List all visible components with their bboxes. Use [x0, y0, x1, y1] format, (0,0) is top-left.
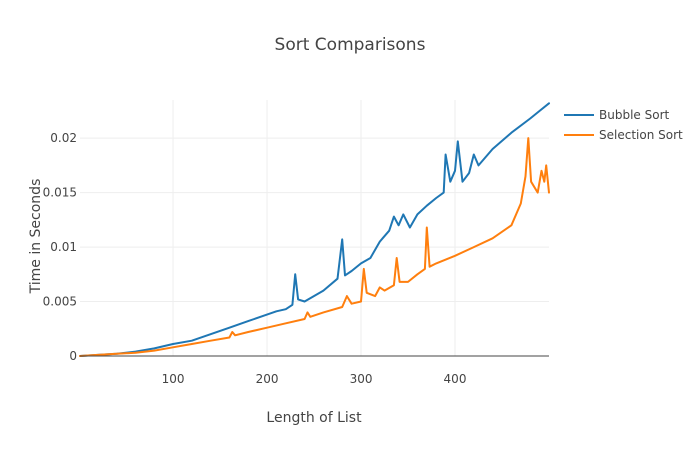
y-tick-label-0.015: 0.015	[43, 186, 77, 200]
grid-layer	[80, 100, 549, 356]
legend: Bubble Sort Selection Sort	[564, 108, 683, 142]
x-tick-label-300: 300	[350, 372, 373, 386]
series-line-selection-sort	[79, 137, 550, 357]
x-tick-label-100: 100	[162, 372, 185, 386]
x-axis-title: Length of List	[266, 410, 362, 426]
x-tick-label-400: 400	[444, 372, 467, 386]
series-layer	[79, 102, 550, 357]
legend-label-selection-sort: Selection Sort	[599, 128, 683, 142]
y-axis-title: Time in Seconds	[28, 179, 44, 295]
series-line-bubble-sort	[79, 102, 550, 357]
chart-title: Sort Comparisons	[275, 35, 426, 55]
x-tick-label-200: 200	[256, 372, 279, 386]
y-tick-label-0.01: 0.01	[50, 240, 77, 254]
y-tick-label-0.02: 0.02	[50, 131, 77, 145]
y-tick-label-0.005: 0.005	[43, 295, 77, 309]
y-tick-label-0: 0	[69, 349, 77, 363]
legend-label-bubble-sort: Bubble Sort	[599, 108, 669, 122]
axis-layer: 100 200 300 400 0 0.005 0.01 0.015 0.02	[43, 131, 549, 386]
